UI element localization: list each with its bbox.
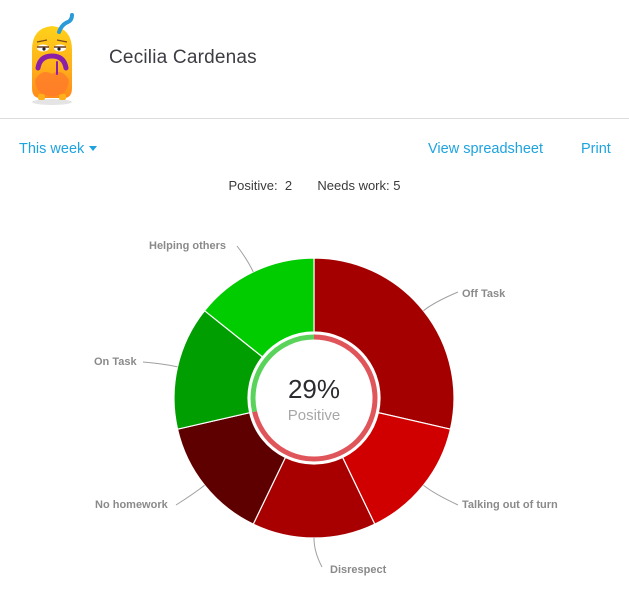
positive-label: Positive: xyxy=(228,178,278,193)
positive-caption: Positive xyxy=(287,407,341,424)
label-no-homework: No homework xyxy=(95,499,168,511)
label-on-task: On Task xyxy=(94,356,137,368)
student-header: Cecilia Cardenas xyxy=(0,0,629,119)
donut-svg xyxy=(142,245,459,568)
student-name: Cecilia Cardenas xyxy=(109,47,257,68)
period-dropdown[interactable]: This week xyxy=(19,141,98,157)
label-off-task: Off Task xyxy=(462,288,506,300)
leader-line xyxy=(142,361,178,368)
positive-count: 2 xyxy=(284,178,293,193)
leader-line xyxy=(313,537,323,568)
monster-avatar-icon xyxy=(32,13,74,105)
period-label: This week xyxy=(19,141,85,157)
print-link[interactable]: Print xyxy=(581,141,611,157)
label-disrespect: Disrespect xyxy=(330,564,387,576)
needs-work-count: 5 xyxy=(393,178,401,193)
positive-ring xyxy=(250,334,315,413)
needs-work-label: Needs work: xyxy=(317,178,390,193)
leader-line xyxy=(423,291,459,312)
leader-line xyxy=(175,484,205,506)
view-spreadsheet-link[interactable]: View spreadsheet xyxy=(428,141,544,157)
leader-line xyxy=(423,484,459,506)
needs-work-ring xyxy=(252,334,378,462)
student-avatar xyxy=(22,10,82,110)
caret-down-icon xyxy=(89,145,98,151)
label-helping-others: Helping others xyxy=(149,240,227,252)
positive-percent: 29% xyxy=(287,374,341,404)
leader-line xyxy=(236,245,254,273)
label-talking-out-of-turn: Talking out of turn xyxy=(462,499,558,511)
behavior-donut-chart: Helping others On Task No homework Disre… xyxy=(0,200,629,612)
points-summary: Positive: 2 Needs work: 5 xyxy=(0,178,629,193)
